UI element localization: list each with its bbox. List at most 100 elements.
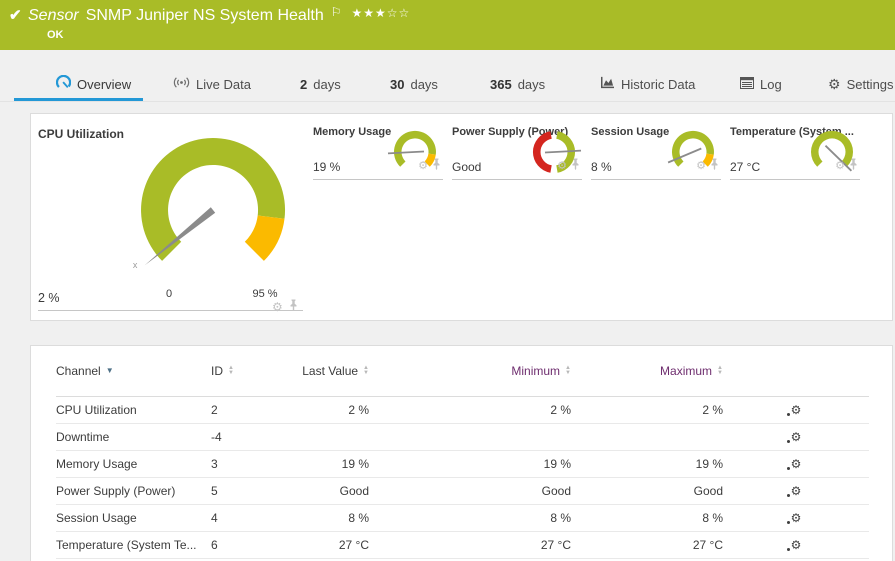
tab-live-data[interactable]: Live Data xyxy=(173,68,251,100)
tab-overview[interactable]: Overview xyxy=(13,68,144,101)
tab-label: days xyxy=(517,76,546,92)
cell-last-value: Good xyxy=(298,477,369,505)
cell-channel: Memory Usage xyxy=(56,450,211,478)
cell-id: 2 xyxy=(211,396,298,424)
channel-settings-icon[interactable]: ⚙ xyxy=(786,403,802,417)
column-label: Last Value xyxy=(302,364,359,378)
cell-minimum: 2 % xyxy=(369,396,571,424)
table-row: Power Supply (Power) 5 Good Good Good ⚙ xyxy=(56,477,869,505)
tab-365-days[interactable]: 365 days xyxy=(490,68,545,100)
tab-bar: Overview Live Data 2 days 30 days 365 days Histo… xyxy=(0,68,895,102)
table-row: Memory Usage 3 19 % 19 % 19 % ⚙ xyxy=(56,450,869,478)
tab-label: Log xyxy=(760,76,782,92)
gear-icon[interactable]: ⚙ xyxy=(557,159,567,172)
panel-divider xyxy=(38,310,303,311)
gauge-power-supply-power xyxy=(532,131,582,173)
pin-icon[interactable] xyxy=(571,157,580,175)
tab-settings[interactable]: ⚙ Settings xyxy=(828,68,894,100)
tab-30-days[interactable]: 30 days xyxy=(390,68,438,100)
tab-log[interactable]: Log xyxy=(740,68,782,100)
gear-icon[interactable]: ⚙ xyxy=(272,300,283,314)
pin-icon[interactable] xyxy=(289,298,298,316)
status-badge: OK xyxy=(47,29,64,41)
tab-label: days xyxy=(313,76,341,92)
cell-minimum: 27 °C xyxy=(369,531,571,559)
tab-number: 365 xyxy=(490,76,512,92)
cell-id: 5 xyxy=(211,477,298,505)
status-check-icon: ✔ xyxy=(9,7,22,24)
column-header-maximum[interactable]: Maximum ▲ ▼ xyxy=(571,346,723,397)
cell-maximum: 2 % xyxy=(571,396,723,424)
channel-settings-icon[interactable]: ⚙ xyxy=(786,511,802,525)
channel-settings-icon[interactable]: ⚙ xyxy=(786,484,802,498)
tab-label: Settings xyxy=(846,76,894,92)
pin-icon[interactable] xyxy=(849,157,858,175)
tab-label: Historic Data xyxy=(621,76,696,92)
cpu-current-value: 2 % xyxy=(38,291,60,305)
column-label: Channel xyxy=(56,364,101,378)
column-header-minimum[interactable]: Minimum ▲ ▼ xyxy=(369,346,571,397)
cell-id: 3 xyxy=(211,450,298,478)
cell-id: -4 xyxy=(211,423,298,451)
gauge-value: 19 % xyxy=(313,160,341,174)
channels-card: Channel ▼ ID ▲ ▼ Last Value ▲ ▼ Minimum ▲ ▼ Maximum… xyxy=(30,345,893,561)
historic-icon xyxy=(600,76,615,92)
cpu-gauge: x xyxy=(133,138,286,270)
cell-minimum xyxy=(369,423,571,451)
small-gauge-panels: Memory Usage 19 % ⚙ Power Supply (Power) Goo… xyxy=(313,126,860,180)
gauge-session-usage xyxy=(667,130,714,167)
cell-channel: Downtime xyxy=(56,423,211,451)
cell-id: 4 xyxy=(211,504,298,532)
gear-icon[interactable]: ⚙ xyxy=(835,159,845,172)
svg-text:x: x xyxy=(133,260,138,270)
gauge-panel-memory-usage: Memory Usage 19 % ⚙ xyxy=(313,126,443,180)
pin-icon[interactable] xyxy=(710,157,719,175)
sensor-prefix: Sensor xyxy=(28,7,79,24)
gauge-panel-temperature-system: Temperature (System ... 27 °C ⚙ xyxy=(730,126,860,180)
gauge-panel-session-usage: Session Usage 8 % ⚙ xyxy=(591,126,721,180)
column-header-actions xyxy=(723,346,869,397)
gear-icon[interactable]: ⚙ xyxy=(696,159,706,172)
gauge-icon xyxy=(55,74,72,93)
gauge-value: 8 % xyxy=(591,160,612,174)
column-header-last-value[interactable]: Last Value ▲ ▼ xyxy=(298,346,369,397)
tab-2-days[interactable]: 2 days xyxy=(300,68,341,100)
cell-channel: Temperature (System Te... xyxy=(56,531,211,559)
channel-settings-icon[interactable]: ⚙ xyxy=(786,430,802,444)
column-header-channel[interactable]: Channel ▼ xyxy=(56,346,211,397)
gear-icon: ⚙ xyxy=(828,75,841,92)
gauge-title: Power Supply (Power) xyxy=(452,126,569,138)
cell-last-value xyxy=(298,423,369,451)
pin-icon[interactable] xyxy=(432,157,441,175)
cell-minimum: Good xyxy=(369,477,571,505)
priority-flag-icon: ⚐ xyxy=(330,5,342,19)
gauge-memory-usage xyxy=(387,130,436,167)
tab-historic-data[interactable]: Historic Data xyxy=(600,68,695,100)
column-label: Maximum xyxy=(660,364,713,378)
gear-icon[interactable]: ⚙ xyxy=(418,159,428,172)
cell-last-value: 19 % xyxy=(298,450,369,478)
priority-stars[interactable]: ★★★☆☆ xyxy=(351,6,411,20)
sort-icon: ▲ ▼ xyxy=(228,365,234,376)
channel-settings-icon[interactable]: ⚙ xyxy=(786,538,802,552)
cpu-scale-max: 95 % xyxy=(252,288,278,300)
cell-last-value: 27 °C xyxy=(298,531,369,559)
page-title: SNMP Juniper NS System Health xyxy=(85,7,324,24)
column-label: Minimum xyxy=(511,364,561,378)
sort-icon: ▲ ▼ xyxy=(363,365,369,376)
cell-maximum: 27 °C xyxy=(571,531,723,559)
column-header-id[interactable]: ID ▲ ▼ xyxy=(211,346,298,397)
tab-number: 30 xyxy=(390,76,405,92)
table-row: Temperature (System Te... 6 27 °C 27 °C 27 °… xyxy=(56,531,869,559)
cell-maximum: 19 % xyxy=(571,450,723,478)
table-row: Session Usage 4 8 % 8 % 8 % ⚙ xyxy=(56,504,869,532)
cell-minimum: 8 % xyxy=(369,504,571,532)
gauge-value: 27 °C xyxy=(730,160,761,174)
cell-last-value: 2 % xyxy=(298,396,369,424)
cell-maximum: Good xyxy=(571,477,723,505)
column-label: ID xyxy=(211,364,223,378)
cpu-gauge-title: CPU Utilization xyxy=(38,127,124,141)
channel-settings-icon[interactable]: ⚙ xyxy=(786,457,802,471)
tab-number: 2 xyxy=(300,76,308,92)
